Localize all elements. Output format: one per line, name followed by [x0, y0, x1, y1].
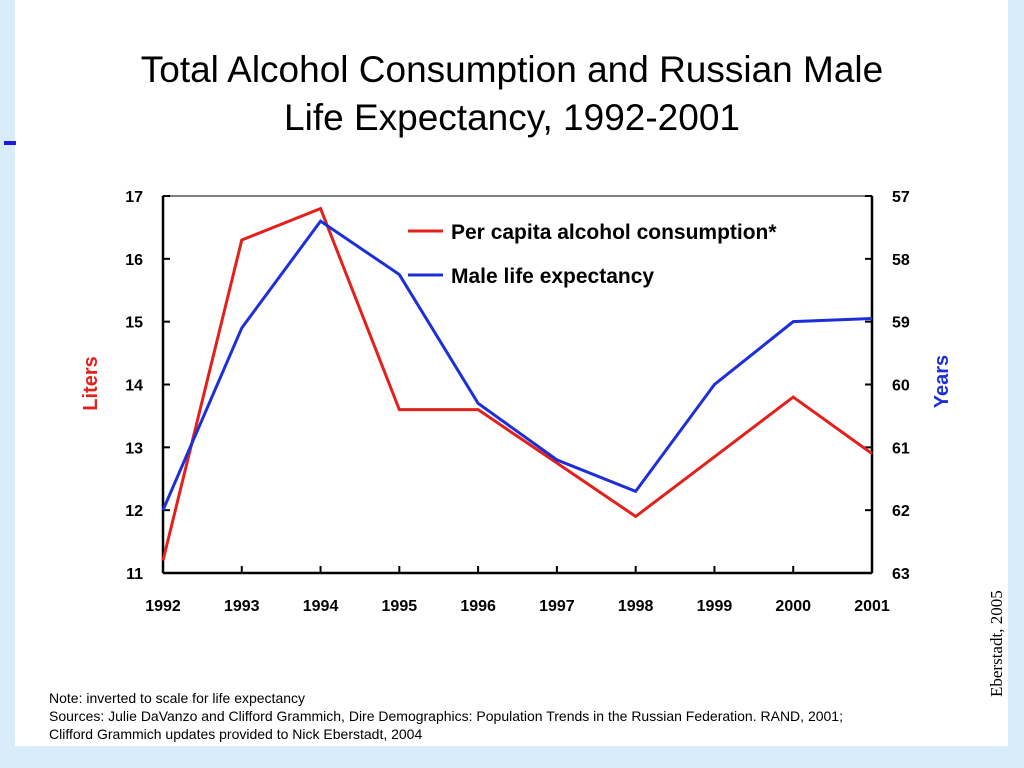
x-tick-label: 1996 — [460, 598, 496, 615]
series-line-alcohol — [161, 206, 873, 561]
left-tick-label: 12 — [125, 503, 143, 520]
x-tick-label: 1998 — [618, 598, 654, 615]
footnotes: Note: inverted to scale for life expecta… — [49, 689, 1009, 743]
plot-frame — [162, 195, 873, 574]
series-line-life-expectancy — [161, 219, 873, 511]
x-tick-label: 1999 — [697, 598, 733, 615]
x-tick-label: 1994 — [303, 598, 339, 615]
y-axis-label-left: Liters — [80, 356, 102, 410]
title-line-2: Life Expectancy, 1992-2001 — [284, 97, 740, 138]
right-tick-label: 58 — [892, 252, 910, 269]
right-tick-label: 57 — [892, 189, 910, 206]
right-tick-label: 60 — [892, 378, 910, 395]
slide-title: Total Alcohol Consumption and Russian Ma… — [0, 46, 1024, 142]
inversion-note: Note: inverted to scale for life expecta… — [49, 690, 306, 706]
right-tick-label: 61 — [892, 440, 910, 457]
left-tick-label: 16 — [125, 252, 143, 269]
legend-label-alcohol: Per capita alcohol consumption* — [451, 221, 777, 244]
x-tick-label: 1993 — [224, 598, 260, 615]
author-credit: Eberstadt, 2005 — [987, 590, 1006, 697]
left-tick-label: 15 — [125, 315, 143, 332]
left-tick-label: 13 — [125, 440, 143, 457]
slide-edge-marker — [4, 141, 16, 145]
x-tick-label: 2001 — [854, 598, 890, 615]
right-tick-label: 59 — [892, 315, 910, 332]
title-line-1: Total Alcohol Consumption and Russian Ma… — [140, 49, 884, 90]
y-axis-label-right: Years — [931, 355, 953, 408]
x-tick-label: 1995 — [382, 598, 418, 615]
left-tick-label: 14 — [125, 378, 143, 395]
sources-line-2: Clifford Grammich updates provided to Ni… — [49, 726, 423, 742]
slide-background — [15, 0, 1008, 746]
x-tick-label: 1997 — [539, 598, 575, 615]
x-tick-label: 2000 — [775, 598, 811, 615]
right-tick-label: 62 — [892, 503, 910, 520]
sources-line-1: Sources: Julie DaVanzo and Clifford Gram… — [49, 708, 843, 724]
right-tick-label: 63 — [892, 566, 910, 583]
x-tick-label: 1992 — [145, 598, 181, 615]
left-tick-label: 11 — [126, 566, 143, 583]
legend-label-life-expectancy: Male life expectancy — [451, 265, 654, 288]
left-tick-label: 17 — [125, 189, 143, 206]
